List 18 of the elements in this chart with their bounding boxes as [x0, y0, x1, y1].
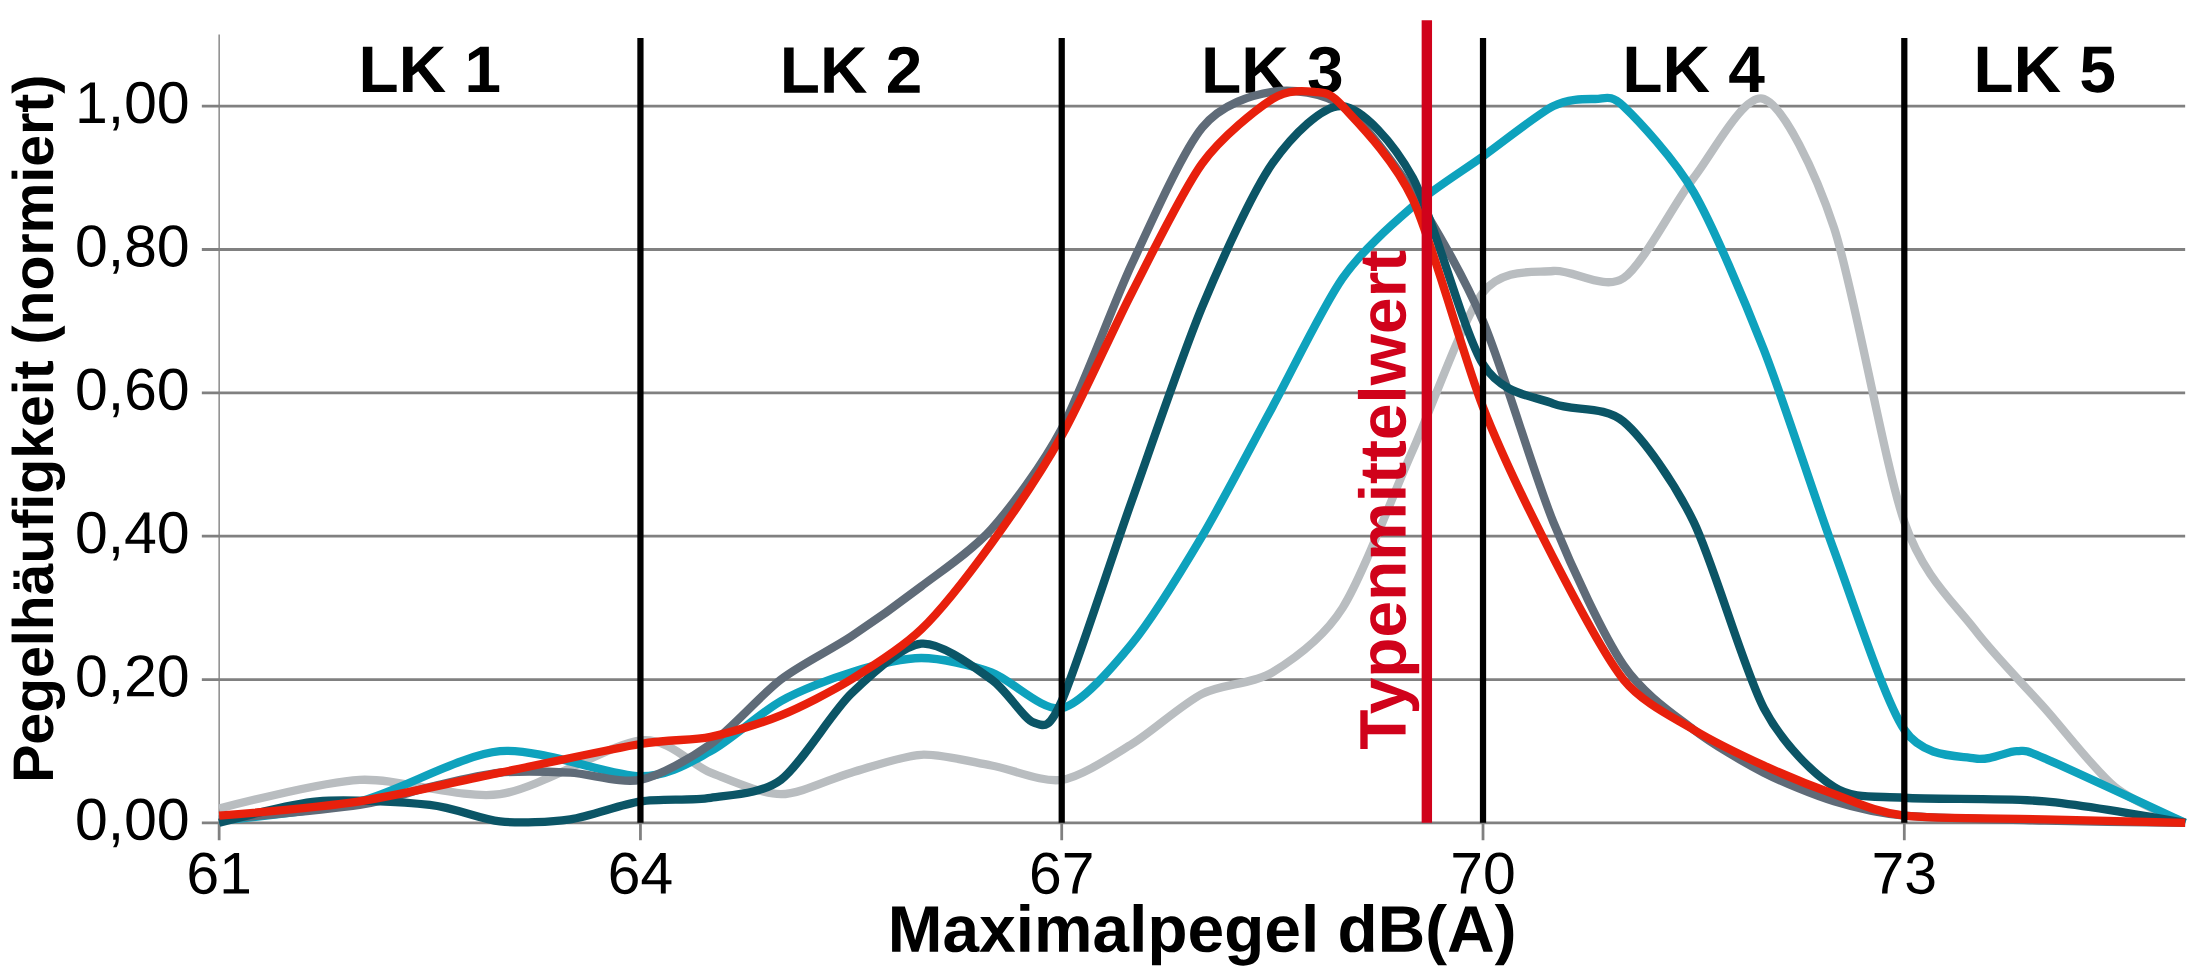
annotation: LK 2	[784, 46, 920, 93]
x-tick-label: 64	[610, 852, 672, 895]
x-tick-label: 67	[1031, 852, 1092, 895]
annotation: LK 5	[1977, 46, 2115, 93]
x-axis-title: Maximalpegel dB(A)	[892, 903, 1514, 966]
x-tick-label: 70	[1453, 852, 1514, 895]
x-tick-label: 73	[1874, 852, 1935, 895]
ref-line-label: Typenmittelwert	[1357, 250, 1420, 749]
y-axis-title: Pegelhäufigkeit (normiert)	[11, 77, 66, 779]
y-tick-label: 0,40	[77, 511, 188, 561]
annotation: LK 1	[362, 46, 500, 92]
annotation: LK 4	[1626, 46, 1765, 92]
y-tick-label: 0,60	[77, 368, 188, 418]
x-tick-label: 61	[189, 852, 250, 895]
y-tick-label: 0,00	[77, 798, 188, 848]
y-tick-label: 0,20	[77, 655, 188, 704]
y-tick-label: 1,00	[79, 81, 188, 131]
y-tick-label: 0,80	[77, 225, 188, 274]
